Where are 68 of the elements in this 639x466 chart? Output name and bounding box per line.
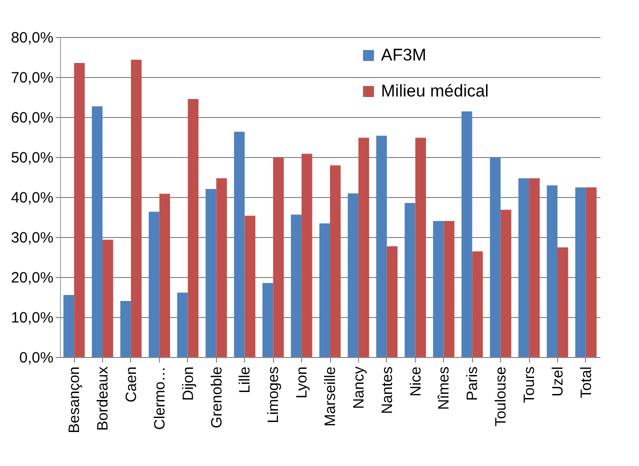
y-tick-label: 0,0% xyxy=(19,350,54,366)
bar xyxy=(586,187,597,357)
bar xyxy=(404,203,416,357)
y-tick-label: 40,0% xyxy=(10,190,54,206)
x-tick-label: Uzel xyxy=(549,366,566,397)
bar xyxy=(575,187,586,357)
bar xyxy=(177,292,188,357)
bar xyxy=(518,178,530,357)
x-tick-label: Paris xyxy=(464,366,482,401)
bar xyxy=(500,210,512,357)
bar xyxy=(376,136,387,357)
y-tick-label: 10,0% xyxy=(10,310,54,326)
y-tick-label: 80,0% xyxy=(10,30,54,46)
y-tick-label: 50,0% xyxy=(10,150,54,166)
bar xyxy=(433,221,444,357)
bar xyxy=(159,194,170,357)
x-tick-label: Total xyxy=(578,366,595,398)
x-tick-label: Bordeaux xyxy=(94,366,112,431)
x-tick-label: Lille xyxy=(236,366,254,394)
bar xyxy=(290,214,302,357)
bar xyxy=(74,63,85,357)
bar xyxy=(462,111,472,357)
bar xyxy=(234,132,245,357)
x-tick-label: Clermo… xyxy=(151,366,168,430)
bar xyxy=(120,301,131,357)
bar xyxy=(386,246,398,357)
x-tick-label: Lyon xyxy=(294,366,311,398)
bar xyxy=(302,154,312,357)
bar xyxy=(444,221,454,357)
bar xyxy=(148,212,160,357)
bar xyxy=(546,185,558,357)
bar xyxy=(102,240,114,357)
bar xyxy=(415,138,426,357)
bar xyxy=(358,138,370,357)
bar xyxy=(472,251,483,357)
bar xyxy=(348,193,358,357)
bar xyxy=(319,223,330,357)
x-tick-label: Grenoble xyxy=(208,366,226,428)
x-tick-label: Besançon xyxy=(66,366,84,434)
y-tick-label: 20,0% xyxy=(10,270,54,286)
y-tick-label: 60,0% xyxy=(10,110,54,126)
y-tick-label: 30,0% xyxy=(10,230,54,246)
x-tick-label: Limoges xyxy=(265,366,282,424)
bar xyxy=(557,247,568,357)
bar xyxy=(63,295,74,357)
x-tick-label: Nice xyxy=(407,366,424,397)
bar xyxy=(529,178,540,357)
x-tick-label: Nancy xyxy=(350,366,368,410)
bar xyxy=(490,157,501,357)
bar xyxy=(273,157,284,357)
bar xyxy=(92,106,103,357)
bar xyxy=(216,178,227,357)
bar xyxy=(130,60,142,357)
x-tick-label: Tours xyxy=(521,366,538,404)
bar xyxy=(188,99,198,357)
x-tick-label: Nantes xyxy=(378,366,396,414)
bar xyxy=(262,283,274,357)
x-tick-label: Dijon xyxy=(180,366,197,401)
x-tick-label: Caen xyxy=(122,366,140,402)
bar xyxy=(206,189,216,357)
y-tick-label: 70,0% xyxy=(10,70,54,86)
x-tick-label: Toulouse xyxy=(492,366,510,427)
x-tick-label: Nîmes xyxy=(436,366,453,410)
bar xyxy=(244,216,256,357)
x-tick-label: Marseille xyxy=(322,366,339,427)
bar xyxy=(330,165,341,357)
legend-label: Milieu médical xyxy=(381,82,489,100)
legend-label: AF3M xyxy=(381,46,426,64)
